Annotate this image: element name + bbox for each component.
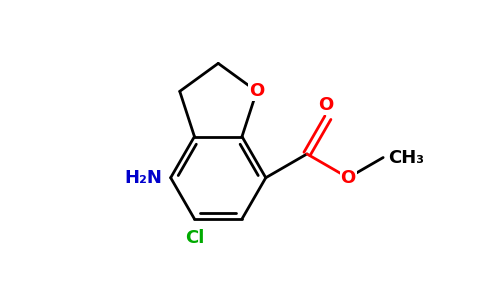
Text: O: O: [318, 96, 333, 114]
Text: Cl: Cl: [185, 229, 204, 247]
Text: H₂N: H₂N: [125, 169, 163, 187]
Text: CH₃: CH₃: [388, 148, 424, 166]
Text: O: O: [341, 169, 356, 187]
Text: O: O: [249, 82, 264, 100]
